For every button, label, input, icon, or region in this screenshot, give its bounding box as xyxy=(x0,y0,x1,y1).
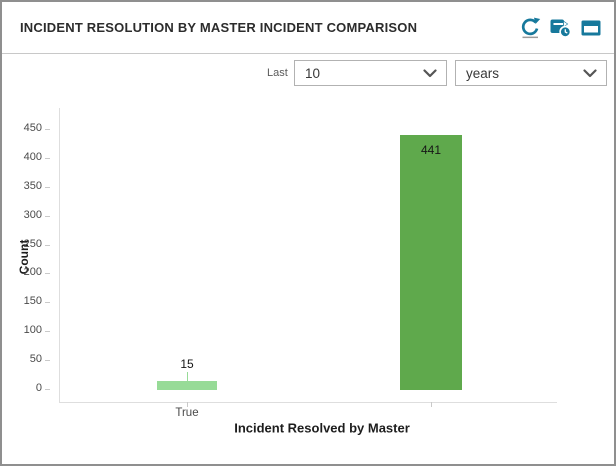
y-axis-tick-label: 400 xyxy=(23,150,42,163)
bar-value-label: 441 xyxy=(420,143,442,157)
widget-header: INCIDENT RESOLUTION BY MASTER INCIDENT C… xyxy=(2,2,614,53)
last-label: Last xyxy=(267,67,288,79)
maximize-window-icon xyxy=(581,20,601,36)
chevron-down-icon xyxy=(423,66,437,81)
time-unit-dropdown[interactable]: years xyxy=(455,60,607,86)
y-axis-line xyxy=(59,108,60,402)
y-axis-tick-label: 150 xyxy=(23,295,42,308)
y-axis-tick xyxy=(45,245,50,246)
x-axis-line xyxy=(59,402,557,403)
bar-True[interactable] xyxy=(157,381,217,390)
refresh-schedule-button[interactable] xyxy=(549,16,572,39)
widget-toolbar xyxy=(519,16,602,39)
last-count-dropdown[interactable]: 10 xyxy=(294,60,447,86)
y-axis-tick-label: 350 xyxy=(23,179,42,192)
chevron-down-icon xyxy=(583,66,597,81)
x-axis-tick xyxy=(187,402,188,407)
y-axis-tick-label: 250 xyxy=(23,237,42,250)
x-axis-title: Incident Resolved by Master xyxy=(234,420,410,436)
y-axis-tick xyxy=(45,216,50,217)
y-axis-tick-label: 0 xyxy=(35,382,42,394)
refresh-button[interactable] xyxy=(519,16,542,39)
y-axis-tick-label: 200 xyxy=(23,266,42,279)
refresh-schedule-icon xyxy=(550,17,572,38)
time-unit-value: years xyxy=(466,65,500,81)
y-axis-tick-label: 100 xyxy=(23,324,42,337)
y-axis-tick-label: 300 xyxy=(23,208,42,221)
y-axis-tick xyxy=(45,302,50,303)
x-axis-tick xyxy=(431,402,432,407)
header-divider xyxy=(2,53,614,54)
widget-title: INCIDENT RESOLUTION BY MASTER INCIDENT C… xyxy=(20,20,418,35)
y-axis-tick-label: 50 xyxy=(29,353,42,366)
y-axis-tick-label: 450 xyxy=(23,122,42,134)
y-axis-tick xyxy=(45,158,50,159)
bar-label-leader xyxy=(187,372,188,381)
y-axis-tick xyxy=(45,129,50,130)
y-axis-tick xyxy=(45,187,50,188)
maximize-button[interactable] xyxy=(579,16,602,39)
bar-value-label: 15 xyxy=(180,357,194,371)
bar-blank[interactable] xyxy=(400,135,462,390)
last-count-value: 10 xyxy=(305,65,321,81)
y-axis-tick xyxy=(45,360,50,361)
y-axis-tick xyxy=(45,273,50,274)
refresh-icon xyxy=(521,17,541,39)
y-axis-tick xyxy=(45,331,50,332)
x-axis-category-label: True xyxy=(175,407,199,419)
y-axis-tick xyxy=(45,389,50,390)
